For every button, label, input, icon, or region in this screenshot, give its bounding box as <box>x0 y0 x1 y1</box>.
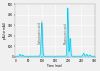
Text: Mannuronic acid: Mannuronic acid <box>64 23 68 44</box>
X-axis label: Time (min): Time (min) <box>47 64 63 68</box>
Y-axis label: pAU or mAU: pAU or mAU <box>3 22 7 39</box>
Text: Galacturonic acid: Galacturonic acid <box>38 22 42 44</box>
